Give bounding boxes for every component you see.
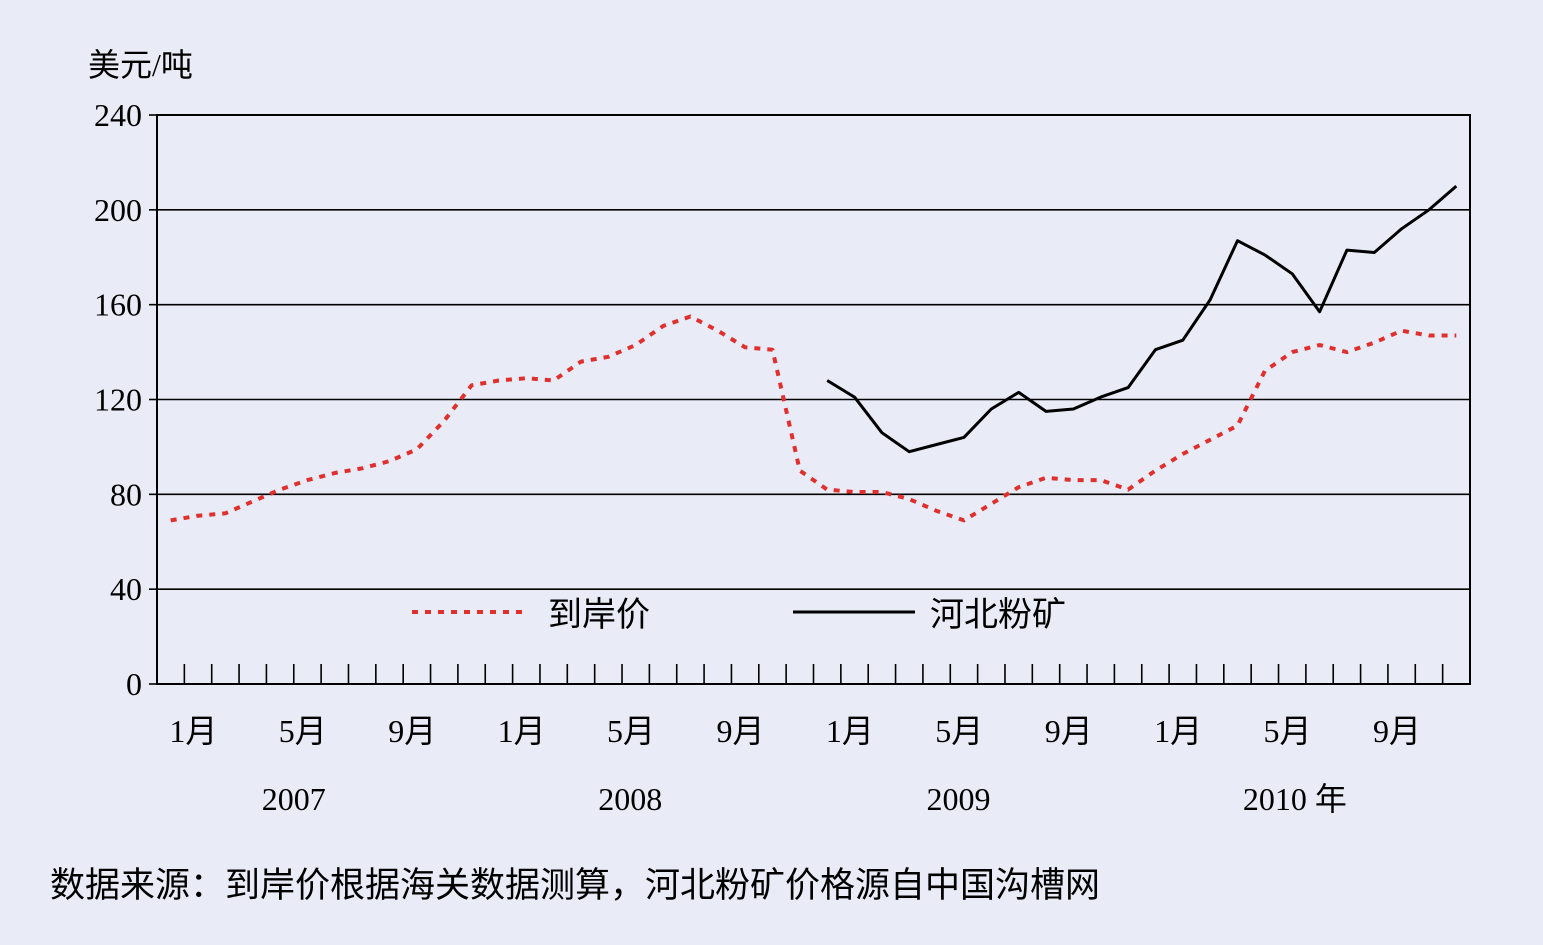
x-tick-label: 1月	[498, 713, 546, 749]
y-tick-label: 200	[94, 192, 142, 228]
year-label: 2009	[926, 781, 990, 817]
x-tick-label: 9月	[1373, 713, 1421, 749]
year-label: 2007	[262, 781, 326, 817]
series-line-0	[170, 314, 1457, 523]
year-label: 2010 年	[1243, 781, 1347, 817]
x-tick-label: 1月	[826, 713, 874, 749]
legend-label-cif: 到岸价	[548, 597, 650, 634]
y-tick-label: 240	[94, 97, 142, 133]
x-tick-label: 5月	[607, 713, 655, 749]
y-tick-label: 80	[110, 476, 142, 512]
legend: 到岸价 河北粉矿	[412, 596, 1066, 634]
x-tick-label: 9月	[388, 713, 436, 749]
year-label: 2008	[598, 781, 662, 817]
legend-label-hebei: 河北粉矿	[930, 596, 1066, 634]
x-tick-label: 5月	[1264, 713, 1312, 749]
x-tick-label: 9月	[716, 713, 764, 749]
y-tick-label: 160	[94, 287, 142, 323]
x-tick-label: 1月	[169, 713, 217, 749]
x-tick-label: 1月	[1154, 713, 1202, 749]
y-tick-label: 40	[110, 571, 142, 607]
y-axis-label: 美元/吨	[88, 47, 193, 83]
x-tick-label: 5月	[935, 713, 983, 749]
x-tick-label: 5月	[279, 713, 327, 749]
source-note: 数据来源：到岸价根据海关数据测算，河北粉矿价格源自中国沟槽网	[50, 866, 1100, 905]
y-tick-label: 120	[94, 382, 142, 418]
x-tick-label: 9月	[1045, 713, 1093, 749]
series-line-1	[826, 184, 1458, 454]
y-tick-label: 0	[126, 666, 142, 702]
